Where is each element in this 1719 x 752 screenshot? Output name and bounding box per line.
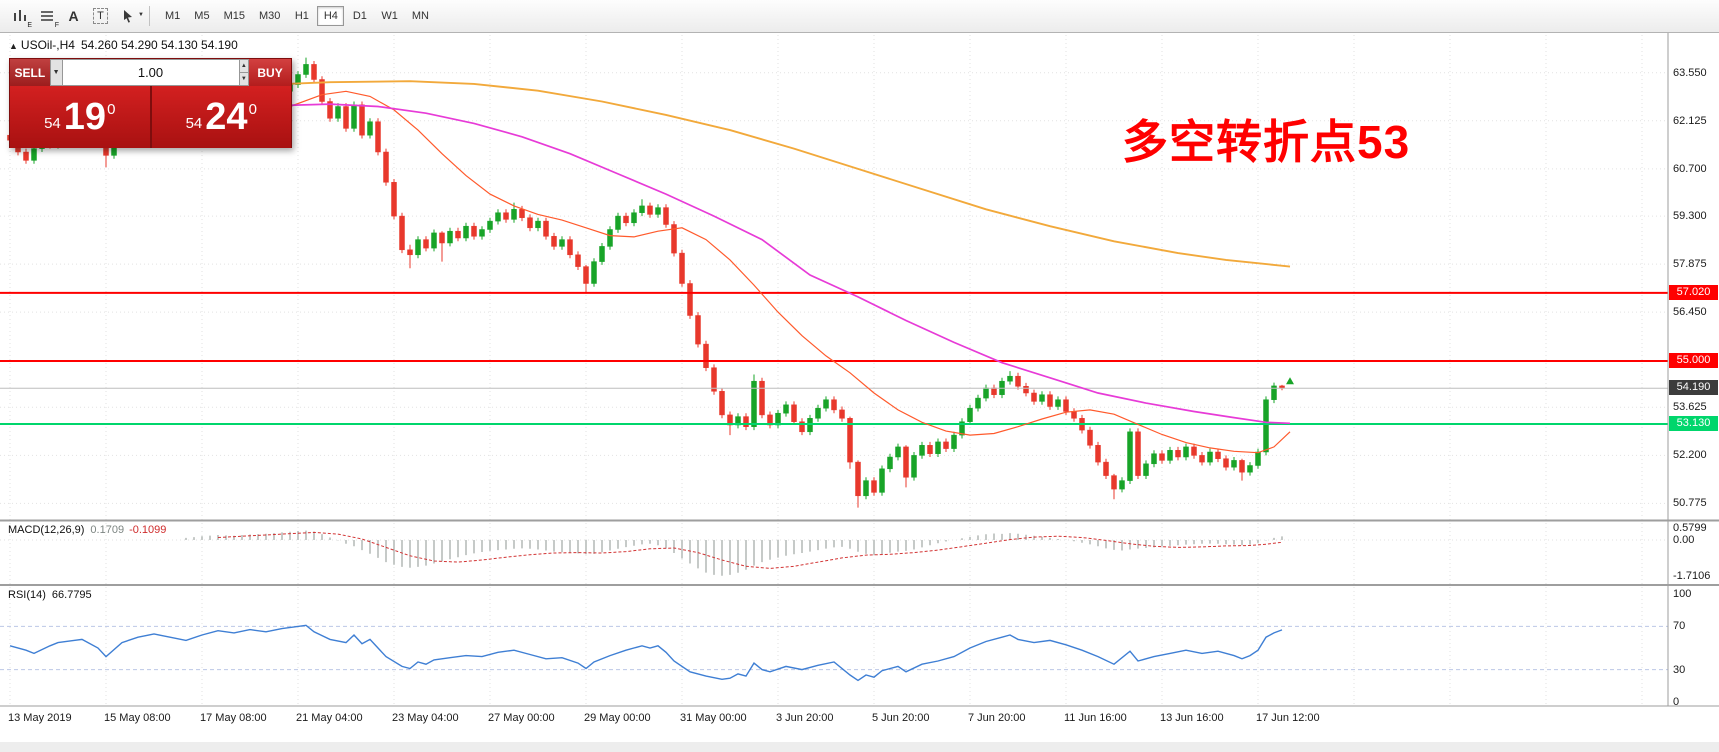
stepper-up-button[interactable]: ▲ <box>239 60 249 73</box>
time-label[interactable]: 5 Jun 20:00 <box>872 712 930 724</box>
bid-pips: 19 <box>63 96 107 138</box>
time-label[interactable]: 23 May 04:00 <box>392 712 459 724</box>
trade-panel-controls: SELL ▼ ▲ ▼ BUY <box>10 59 291 86</box>
volume-dropdown-button[interactable]: ▼ <box>49 59 63 86</box>
timeframe-button-d1[interactable]: D1 <box>352 10 367 22</box>
time-label[interactable]: 7 Jun 20:00 <box>968 712 1026 724</box>
symbol-marker-icon[interactable]: ▲ <box>9 41 18 51</box>
price-scale-label[interactable]: 50.775 <box>1673 497 1707 510</box>
rsi-indicator-label: RSI(14) 66.7795 <box>8 589 92 601</box>
bid-integer: 54 <box>44 114 61 132</box>
bottom-band <box>0 742 1719 752</box>
time-label[interactable]: 3 Jun 20:00 <box>776 712 834 724</box>
rsi-axis-label: 30 <box>1673 663 1686 676</box>
timeframe-button-w1[interactable]: W1 <box>381 10 398 22</box>
price-scale-label[interactable]: 63.550 <box>1673 66 1707 79</box>
bid-price-display[interactable]: 54 19 0 <box>10 86 152 148</box>
bar-chart-type-icon[interactable]: E <box>7 4 32 29</box>
time-label[interactable]: 21 May 04:00 <box>296 712 363 724</box>
price-scale-label[interactable]: 53.625 <box>1673 401 1707 414</box>
macd-signal-value: -0.1099 <box>129 524 167 536</box>
line-list-icon[interactable]: F <box>34 4 59 29</box>
rsi-axis-label: 70 <box>1673 620 1686 633</box>
time-label[interactable]: 13 May 2019 <box>8 712 72 724</box>
one-click-trade-panel: SELL ▼ ▲ ▼ BUY 54 19 0 54 24 0 <box>9 58 292 148</box>
ask-pips: 24 <box>205 96 248 138</box>
rsi-value: 66.7795 <box>51 589 92 601</box>
time-label[interactable]: 11 Jun 16:00 <box>1064 712 1127 724</box>
chevron-down-icon: ▼ <box>52 69 60 76</box>
time-label[interactable]: 17 May 08:00 <box>200 712 267 724</box>
toolbar-separator <box>149 6 150 26</box>
volume-stepper: ▲ ▼ <box>239 59 250 86</box>
timeframe-button-mn[interactable]: MN <box>411 10 429 22</box>
sell-button[interactable]: SELL <box>10 59 50 86</box>
cursor-glyph <box>123 10 132 23</box>
time-label[interactable]: 17 Jun 12:00 <box>1256 712 1320 724</box>
chart-annotation-text: 多空转折点53 <box>1122 116 1411 168</box>
rsi-name: RSI(14) <box>8 589 46 601</box>
text-tool-label: A <box>68 8 79 24</box>
macd-axis-label: -1.7106 <box>1673 569 1711 582</box>
time-label[interactable]: 31 May 00:00 <box>680 712 747 724</box>
timeframe-button-h4[interactable]: H4 <box>317 6 345 26</box>
chevron-down-icon: ▼ <box>138 12 144 18</box>
caret-up-icon: ▲ <box>240 63 247 69</box>
rsi-axis-label: 0 <box>1673 696 1680 708</box>
timeframe-button-m30[interactable]: M30 <box>258 10 281 22</box>
price-badge-55.000: 55.000 <box>1669 353 1718 368</box>
lines-glyph <box>40 11 53 21</box>
price-scale-label[interactable]: 57.875 <box>1673 258 1707 271</box>
timeframe-group: M1 M5 M15 M30 H1 H4 D1 W1 MN <box>158 6 436 26</box>
symbol-period-label: USOil-,H4 <box>20 38 75 52</box>
timeframe-button-h1[interactable]: H1 <box>294 10 309 22</box>
price-scale-label[interactable]: 56.450 <box>1673 306 1707 319</box>
caret-down-icon: ▼ <box>240 76 247 82</box>
trade-panel-prices: 54 19 0 54 24 0 <box>10 86 291 148</box>
macd-panel[interactable] <box>0 522 1668 584</box>
buy-button[interactable]: BUY <box>249 59 291 86</box>
chart-title: ▲ USOil-,H4 54.260 54.290 54.130 54.190 <box>9 38 238 52</box>
price-scale-label[interactable]: 60.700 <box>1673 162 1707 175</box>
macd-axis-label: 0.00 <box>1673 534 1695 546</box>
price-scale-label[interactable]: 52.200 <box>1673 449 1707 462</box>
price-scale-label[interactable]: 62.125 <box>1673 114 1707 127</box>
volume-input[interactable] <box>62 59 240 86</box>
textbox-tool-icon[interactable]: T <box>88 4 113 28</box>
time-label[interactable]: 27 May 00:00 <box>488 712 555 724</box>
timeframe-button-m15[interactable]: M15 <box>223 10 245 22</box>
price-badge-53.130: 53.130 <box>1669 416 1718 431</box>
text-tool-icon[interactable]: A <box>61 4 86 28</box>
price-badge-54.190: 54.190 <box>1669 380 1718 396</box>
icon-sub-label: F <box>54 22 59 29</box>
macd-axis-label: 0.5799 <box>1673 521 1707 534</box>
macd-indicator-label: MACD(12,26,9) 0.1709 -0.1099 <box>8 524 166 536</box>
macd-main-value: 0.1709 <box>90 524 125 536</box>
rsi-axis-label: 100 <box>1673 588 1692 600</box>
rsi-panel[interactable] <box>0 586 1668 706</box>
ohlc-values-label: 54.260 54.290 54.130 54.190 <box>80 38 238 52</box>
time-label[interactable]: 15 May 08:00 <box>104 712 171 724</box>
ask-integer: 54 <box>185 114 203 132</box>
toolbar: E F A T ▼ M1 M5 M15 M30 H1 H4 D1 W1 MN <box>0 0 1719 33</box>
ask-price-display[interactable]: 54 24 0 <box>152 86 292 148</box>
bid-point: 0 <box>107 100 116 118</box>
ask-point: 0 <box>248 100 257 118</box>
cursor-tool-icon[interactable]: ▼ <box>115 4 144 28</box>
time-label[interactable]: 13 Jun 16:00 <box>1160 712 1224 724</box>
timeframe-button-m1[interactable]: M1 <box>165 10 181 22</box>
time-label[interactable]: 29 May 00:00 <box>584 712 651 724</box>
price-badge-57.020: 57.020 <box>1669 284 1718 300</box>
icon-sub-label: E <box>27 22 32 29</box>
price-scale-label[interactable]: 59.300 <box>1673 210 1707 223</box>
bar-chart-glyph <box>13 10 26 21</box>
textbox-tool-label: T <box>93 8 108 24</box>
stepper-down-button[interactable]: ▼ <box>239 73 249 85</box>
timeframe-button-m5[interactable]: M5 <box>194 10 210 22</box>
macd-name: MACD(12,26,9) <box>8 524 85 536</box>
